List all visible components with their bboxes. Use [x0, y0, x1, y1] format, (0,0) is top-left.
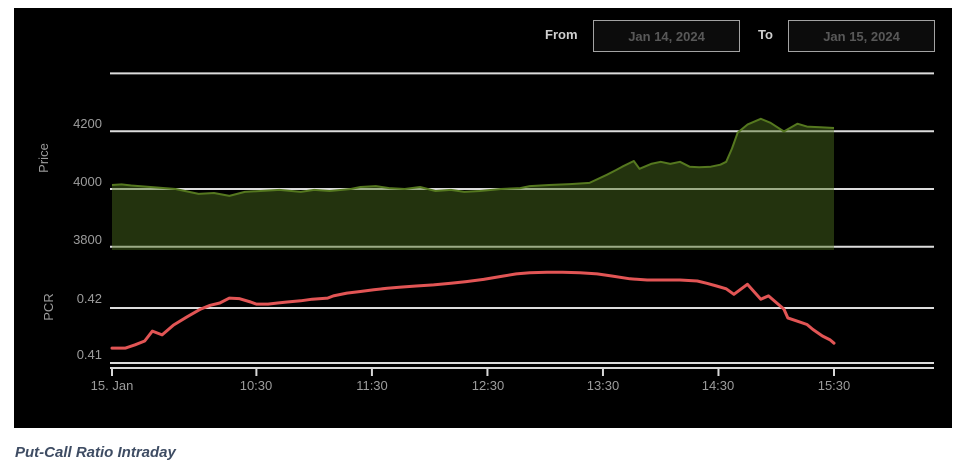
xtick-1230: 12:30: [471, 378, 505, 393]
xtick-1330: 13:30: [586, 378, 620, 393]
from-label: From: [545, 27, 578, 42]
chart-canvas: [110, 72, 934, 376]
xtick-1030: 10:30: [239, 378, 273, 393]
price-area-series: [112, 118, 834, 250]
xtick-15-jan: 15. Jan: [90, 378, 134, 393]
xtick-1130: 11:30: [356, 378, 388, 393]
price-line-series: [111, 117, 835, 197]
price-ytick-4000: 4000: [73, 174, 102, 189]
price-ytick-3800: 3800: [73, 232, 102, 247]
price-ytick-4200: 4200: [73, 116, 102, 131]
pcr-ytick-042: 0.42: [76, 291, 102, 306]
to-date-input[interactable]: [788, 20, 935, 52]
pcr-line-series: [110, 270, 836, 350]
pcr-axis-title: PCR: [41, 293, 56, 321]
chart-caption: Put-Call Ratio Intraday: [15, 444, 176, 461]
from-date-input[interactable]: [593, 20, 740, 52]
pcr-ytick-041: 0.41: [76, 347, 102, 362]
chart-panel: From To Price PCR 4200 4000 3800 0.42 0.…: [14, 8, 952, 428]
xtick-1530: 15:30: [817, 378, 851, 393]
xtick-1430: 14:30: [701, 378, 735, 393]
to-label: To: [758, 27, 773, 42]
